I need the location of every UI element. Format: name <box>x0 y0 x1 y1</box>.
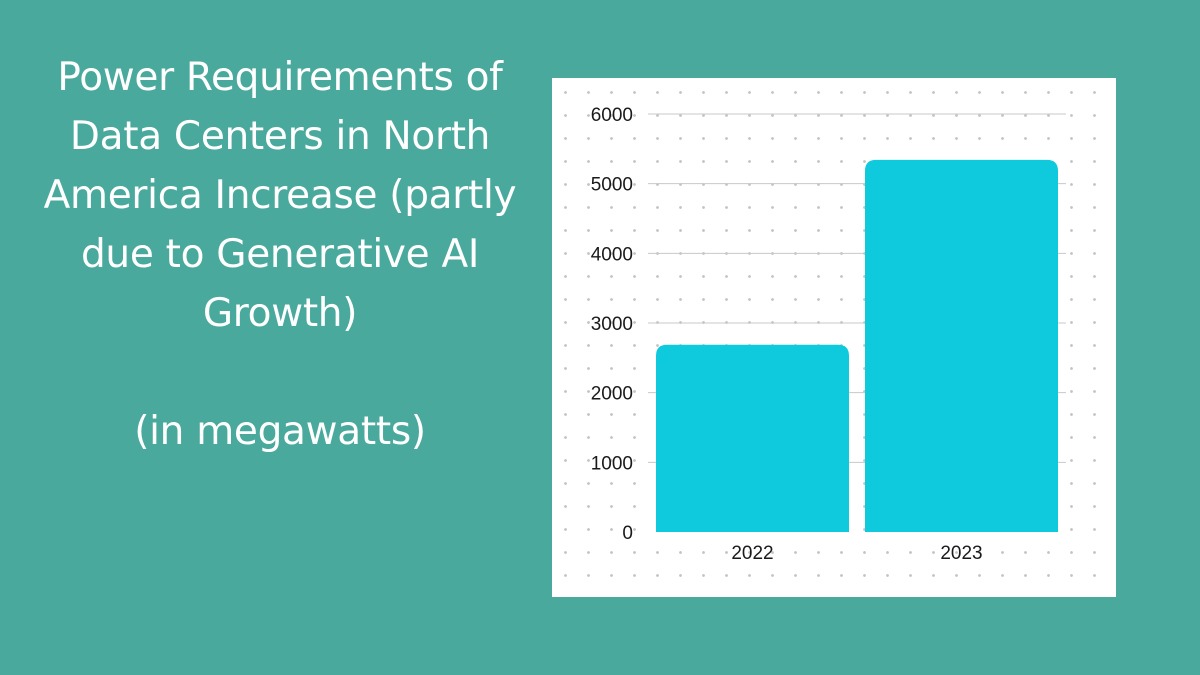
bar-chart: 0 1000 2000 3000 4000 5000 6000 2022 2023 <box>591 105 1066 564</box>
chart-panel: 0 1000 2000 3000 4000 5000 6000 2022 2023 <box>552 78 1116 597</box>
unit-note: (in megawatts) <box>134 409 426 454</box>
page-title: Power Requirements of Data Centers in No… <box>43 55 517 336</box>
y-tick-label-0: 0 <box>622 523 633 544</box>
bar-2022 <box>656 344 849 532</box>
y-tick-label-6000: 6000 <box>591 105 633 126</box>
y-tick-label-3000: 3000 <box>591 314 633 335</box>
y-tick-label-1000: 1000 <box>591 453 633 474</box>
x-tick-label-2023: 2023 <box>940 543 982 564</box>
y-tick-label-2000: 2000 <box>591 384 633 405</box>
y-tick-label-4000: 4000 <box>591 244 633 265</box>
y-tick-label-5000: 5000 <box>591 175 633 196</box>
title-block: Power Requirements of Data Centers in No… <box>40 48 520 461</box>
bar-2023 <box>865 159 1058 532</box>
x-tick-label-2022: 2022 <box>731 543 773 564</box>
